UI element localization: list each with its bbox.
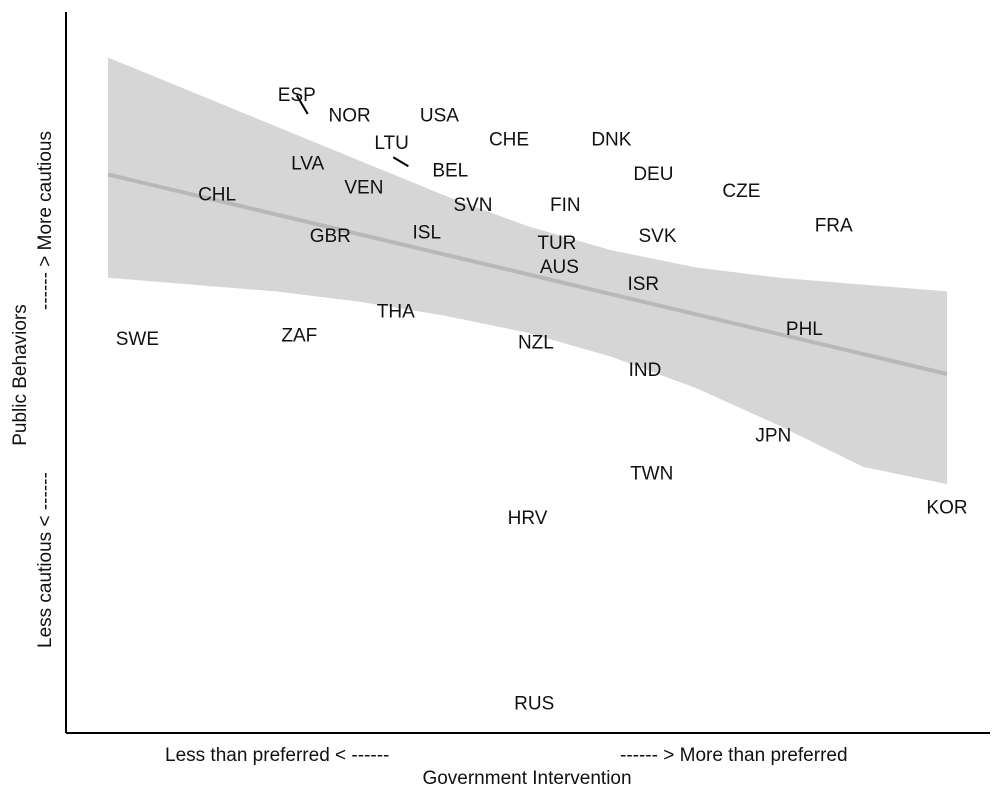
country-label-dnk: DNK [591,130,631,151]
country-label-isl: ISL [413,223,442,244]
x-axis-high-note: ------ > More than preferred [620,745,848,766]
country-label-deu: DEU [633,164,673,185]
country-labels-layer: ESP NOR USA LTU CHE DNK LVA BEL DEU VEN CHL CZE SVN F… [116,85,968,715]
country-label-twn: TWN [630,463,673,484]
country-label-fin: FIN [550,195,581,216]
trend-line [107,172,948,376]
x-axis-title: Government Intervention [422,768,631,789]
leader-lines-layer [295,94,409,168]
country-label-svk: SVK [638,226,676,247]
y-axis-title: Public Behaviors [10,304,31,446]
country-label-ind: IND [629,360,662,381]
x-axis-low-note: Less than preferred < ------ [165,745,389,766]
country-label-cze: CZE [722,181,760,202]
leader-line-esp [295,94,309,115]
country-label-lva: LVA [291,154,324,175]
country-label-rus: RUS [514,694,554,715]
country-label-isr: ISR [627,274,659,295]
country-label-che: CHE [489,130,529,151]
country-label-nzl: NZL [518,333,554,354]
country-label-hrv: HRV [508,508,548,529]
country-label-bel: BEL [432,161,468,182]
country-label-nor: NOR [328,106,370,127]
leader-line-bel [392,156,409,168]
country-label-tha: THA [377,302,415,323]
country-label-chl: CHL [198,185,236,206]
country-label-usa: USA [420,106,459,127]
country-label-kor: KOR [926,498,967,519]
country-label-ltu: LTU [374,133,408,154]
country-label-zaf: ZAF [281,326,317,347]
trend-line-layer [107,172,948,376]
country-label-esp: ESP [278,85,316,106]
y-axis-high-note: ------ > More cautious [35,131,56,310]
country-label-swe: SWE [116,329,159,350]
confidence-band [108,57,947,485]
country-label-phl: PHL [786,319,823,340]
y-axis-low-note: Less cautious < ------ [35,472,56,648]
country-label-gbr: GBR [310,226,351,247]
country-label-ven: VEN [344,178,383,199]
country-label-aus: AUS [540,257,579,278]
country-label-svn: SVN [453,195,492,216]
country-label-fra: FRA [815,216,853,237]
country-label-tur: TUR [537,233,576,254]
confidence-band-layer [108,57,947,485]
country-label-jpn: JPN [755,425,791,446]
